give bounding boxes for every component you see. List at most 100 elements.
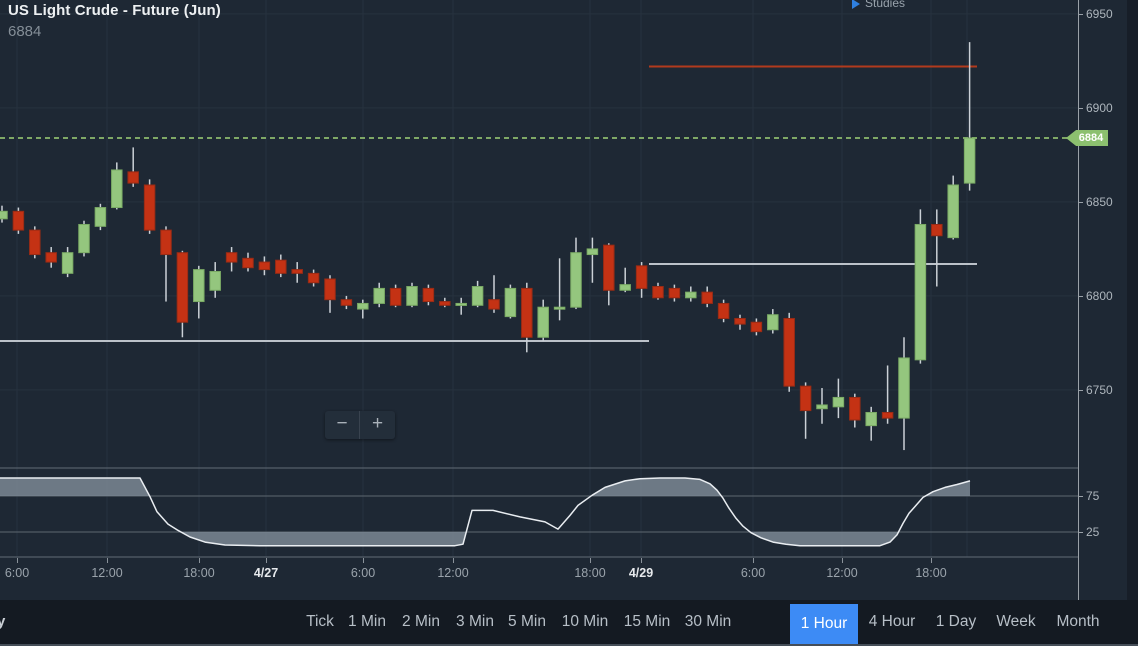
price-axis-label: 6800: [1086, 289, 1113, 303]
candle-body: [242, 257, 254, 269]
candle-body: [865, 411, 877, 427]
timeframe-tick[interactable]: Tick: [306, 613, 334, 630]
time-axis-tick-mark: [753, 558, 754, 563]
candle-body: [45, 252, 57, 263]
candle-body: [307, 272, 320, 284]
candle-body: [849, 396, 861, 421]
chart-canvas[interactable]: [0, 0, 1078, 558]
candle-body: [61, 252, 74, 274]
timeframe-toolbar: y Tick 1 Min 2 Min 3 Min 5 Min 10 Min 15 Min 30…: [0, 600, 1138, 646]
timeframe-5-min[interactable]: 5 Min: [508, 613, 546, 630]
candle-body: [652, 286, 664, 299]
timeframe-week[interactable]: Week: [996, 613, 1036, 630]
time-axis[interactable]: 6:00 12:00 18:00 4/27 6:00 12:00 18:00 4/29 6:00…: [0, 558, 1078, 600]
time-axis-label: 12:00: [437, 566, 469, 580]
candle-body: [488, 299, 500, 310]
studies-button[interactable]: Studies: [852, 0, 905, 10]
symbol-title: US Light Crude - Future (Jun): [8, 2, 221, 19]
timeframe-10-min[interactable]: 10 Min: [561, 613, 609, 630]
candle-body: [717, 302, 730, 319]
timeframe-15-min[interactable]: 15 Min: [623, 613, 671, 630]
candle-body: [78, 223, 90, 254]
candle-body: [668, 287, 681, 299]
candle-body: [291, 269, 303, 274]
price-axis-label: 6750: [1086, 383, 1113, 397]
candle-body: [586, 248, 599, 256]
price-axis-tick-mark: [1079, 202, 1083, 203]
timeframe-1-hour[interactable]: 1 Hour: [790, 604, 858, 644]
candle-body: [931, 223, 943, 237]
candle-body: [209, 270, 221, 291]
candle-body: [0, 210, 8, 220]
candle-body: [537, 306, 549, 338]
current-price-badge: 6884: [1066, 130, 1108, 146]
candle-body: [914, 223, 927, 361]
candle-body: [619, 284, 631, 291]
candle-body: [258, 261, 271, 271]
candle-body: [635, 265, 648, 289]
candle-body: [439, 301, 451, 306]
price-axis-label: 6950: [1086, 7, 1113, 21]
indicator-fill: [0, 478, 150, 496]
candle-body: [570, 252, 582, 308]
time-axis-tick-mark: [842, 558, 843, 563]
candle-body: [406, 286, 418, 306]
price-axis-tick-mark: [1079, 496, 1083, 497]
time-axis-tick-mark: [931, 558, 932, 563]
candle-body: [193, 269, 205, 303]
candle-body: [767, 314, 779, 331]
indicator-axis-label: 75: [1086, 489, 1100, 503]
candle-body: [963, 137, 976, 184]
symbol-last-price: 6884: [8, 23, 42, 40]
price-axis-label: 6900: [1086, 101, 1113, 115]
candle-body: [176, 252, 189, 323]
time-axis-tick-mark: [590, 558, 591, 563]
candle-body: [373, 287, 385, 304]
zoom-in-button[interactable]: +: [371, 413, 384, 434]
time-axis-label: 18:00: [574, 566, 606, 580]
timeframe-3-min[interactable]: 3 Min: [456, 613, 494, 630]
timeframe-4-hour[interactable]: 4 Hour: [868, 613, 916, 630]
timeframe-1-min[interactable]: 1 Min: [348, 613, 386, 630]
candle-body: [947, 184, 959, 239]
time-axis-tick-mark: [641, 558, 642, 563]
candle-body: [553, 306, 566, 310]
candle-body: [799, 385, 812, 412]
indicator-fill: [180, 532, 467, 546]
time-axis-label: 6:00: [350, 566, 376, 580]
timeframe-30-min[interactable]: 30 Min: [684, 613, 732, 630]
right-margin-strip: [1127, 0, 1138, 600]
candle-body: [603, 244, 615, 291]
time-axis-label: 12:00: [91, 566, 123, 580]
zoom-controls: − +: [325, 411, 395, 439]
candle-body: [127, 171, 139, 184]
timeframe-2-min[interactable]: 2 Min: [402, 613, 440, 630]
candle-body: [816, 404, 828, 410]
time-axis-label: 18:00: [915, 566, 947, 580]
indicator-fill: [750, 532, 899, 546]
candle-body: [471, 286, 484, 306]
candle-body: [734, 317, 746, 325]
zoom-out-button[interactable]: −: [325, 411, 360, 439]
price-axis-tick-mark: [1079, 14, 1083, 15]
indicator-line: [0, 477, 971, 547]
candle-body: [881, 411, 894, 419]
price-axis-tick-mark: [1079, 108, 1083, 109]
time-axis-tick-mark: [363, 558, 364, 563]
price-axis-tick-mark: [1079, 390, 1083, 391]
candle-body: [143, 184, 156, 231]
candle-body: [685, 291, 697, 299]
candle-body: [783, 317, 795, 387]
candle-body: [160, 229, 172, 256]
price-axis[interactable]: 6950 6900 6850 6800 6750 75 25: [1078, 0, 1127, 600]
time-axis-label: 18:00: [183, 566, 215, 580]
timeframe-month[interactable]: Month: [1056, 613, 1100, 630]
symbol-header: US Light Crude - Future (Jun) 6884: [8, 2, 221, 40]
time-axis-label: 6:00: [740, 566, 766, 580]
timeframe-1-day[interactable]: 1 Day: [935, 613, 977, 630]
toolbar-partial-label: y: [0, 613, 6, 630]
time-axis-tick-mark: [107, 558, 108, 563]
candle-body: [324, 278, 336, 301]
candle-body: [750, 321, 763, 333]
